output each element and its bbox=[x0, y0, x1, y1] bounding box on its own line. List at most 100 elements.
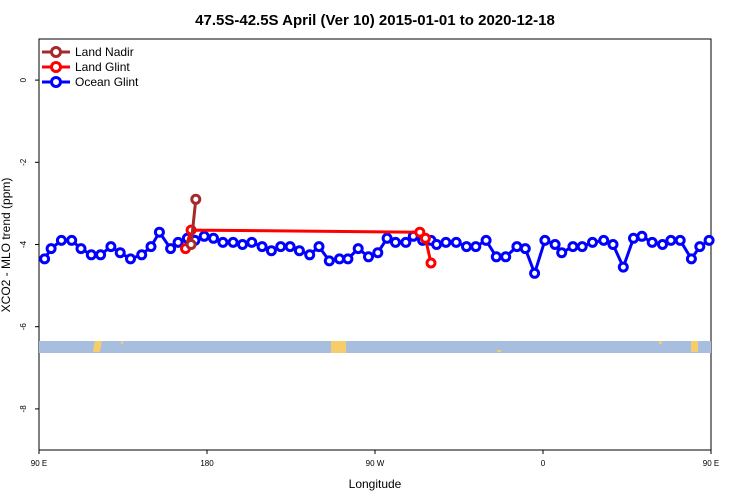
x-tick-label: 90 E bbox=[703, 459, 719, 468]
data-point-ocean-glint bbox=[363, 251, 374, 263]
legend-marker-ocean-glint bbox=[50, 76, 62, 88]
data-point-ocean-glint bbox=[500, 251, 512, 263]
data-point-ocean-glint bbox=[95, 249, 107, 261]
series-line-land-nadir bbox=[189, 199, 198, 245]
land-mark bbox=[691, 341, 698, 352]
legend: Land Nadir Land Glint Ocean Glint bbox=[42, 45, 139, 89]
data-point-ocean-glint bbox=[636, 230, 648, 242]
data-point-ocean-glint bbox=[153, 226, 165, 238]
data-point-ocean-glint bbox=[390, 236, 401, 248]
data-point-ocean-glint bbox=[198, 230, 210, 242]
data-point-ocean-glint bbox=[284, 241, 296, 253]
data-point-ocean-glint bbox=[576, 241, 588, 253]
data-point-ocean-glint bbox=[85, 249, 97, 261]
data-point-ocean-glint bbox=[136, 249, 148, 261]
data-point-ocean-glint bbox=[265, 245, 277, 257]
data-point-ocean-glint bbox=[342, 253, 354, 265]
data-point-ocean-glint bbox=[227, 236, 239, 248]
land-mark bbox=[659, 341, 662, 344]
y-tick-label: 0 bbox=[19, 77, 28, 82]
series-layer bbox=[39, 193, 715, 279]
data-point-ocean-glint bbox=[304, 249, 316, 261]
land-ocean-bar bbox=[39, 341, 711, 353]
y-axis-label: XCO2 - MLO trend (ppm) bbox=[0, 178, 13, 313]
data-point-land-glint bbox=[425, 257, 437, 269]
x-tick-label: 0 bbox=[541, 459, 546, 468]
data-point-ocean-glint bbox=[172, 236, 184, 248]
data-point-ocean-glint bbox=[105, 241, 117, 253]
data-point-ocean-glint bbox=[114, 247, 126, 259]
legend-marker-land-nadir bbox=[50, 46, 62, 58]
data-point-ocean-glint bbox=[529, 267, 541, 279]
data-point-ocean-glint bbox=[381, 232, 393, 244]
data-point-ocean-glint bbox=[539, 234, 551, 246]
data-point-ocean-glint bbox=[431, 239, 443, 250]
legend-label-ocean-glint: Ocean Glint bbox=[75, 75, 139, 89]
data-point-ocean-glint bbox=[617, 261, 629, 273]
data-point-ocean-glint bbox=[246, 236, 258, 248]
legend-label-land-nadir: Land Nadir bbox=[75, 45, 134, 59]
legend-label-land-glint: Land Glint bbox=[75, 60, 130, 74]
data-point-ocean-glint bbox=[237, 239, 248, 250]
data-point-ocean-glint bbox=[313, 241, 325, 253]
data-point-ocean-glint bbox=[66, 234, 78, 246]
data-point-ocean-glint bbox=[461, 241, 472, 253]
data-point-ocean-glint bbox=[217, 236, 229, 248]
data-point-ocean-glint bbox=[75, 243, 87, 255]
y-tick-label: -2 bbox=[19, 158, 28, 166]
data-point-ocean-glint bbox=[646, 236, 658, 248]
data-point-ocean-glint bbox=[607, 239, 619, 250]
data-point-ocean-glint bbox=[39, 253, 51, 265]
data-point-ocean-glint bbox=[323, 255, 335, 267]
axes-layer: 90 E 180 90 W 0 90 E 0 -2 -4 -6 -8 bbox=[19, 77, 719, 468]
x-tick-label: 180 bbox=[200, 459, 214, 468]
data-point-ocean-glint bbox=[208, 232, 219, 244]
data-point-ocean-glint bbox=[657, 239, 668, 250]
chart-title: 47.5S-42.5S April (Ver 10) 2015-01-01 to… bbox=[195, 12, 555, 29]
data-point-ocean-glint bbox=[165, 243, 177, 255]
land-mark bbox=[331, 341, 346, 353]
data-point-ocean-glint bbox=[511, 241, 523, 253]
data-point-ocean-glint bbox=[145, 241, 157, 253]
data-point-ocean-glint bbox=[490, 251, 502, 263]
data-point-ocean-glint bbox=[549, 239, 561, 250]
land-mark bbox=[497, 350, 501, 352]
data-point-ocean-glint bbox=[470, 241, 482, 253]
legend-marker-land-glint bbox=[50, 61, 62, 73]
data-point-ocean-glint bbox=[703, 234, 715, 246]
data-point-ocean-glint bbox=[519, 243, 531, 255]
data-point-ocean-glint bbox=[628, 232, 639, 244]
data-point-ocean-glint bbox=[685, 253, 697, 265]
data-point-ocean-glint bbox=[567, 241, 579, 253]
data-point-ocean-glint bbox=[440, 236, 452, 248]
data-point-ocean-glint bbox=[256, 241, 268, 253]
data-point-land-nadir bbox=[190, 193, 202, 205]
data-point-land-glint bbox=[419, 232, 431, 244]
data-point-ocean-glint bbox=[598, 234, 610, 246]
data-point-ocean-glint bbox=[45, 243, 57, 255]
data-point-ocean-glint bbox=[125, 253, 136, 265]
x-axis-label: Longitude bbox=[349, 477, 402, 491]
data-point-ocean-glint bbox=[334, 253, 345, 265]
land-mark bbox=[92, 341, 102, 352]
x-tick-label: 90 W bbox=[366, 459, 385, 468]
data-point-ocean-glint bbox=[352, 243, 364, 255]
data-point-ocean-glint bbox=[293, 245, 305, 257]
data-point-ocean-glint bbox=[556, 247, 568, 259]
data-point-land-nadir bbox=[185, 239, 197, 250]
land-mark bbox=[121, 341, 123, 344]
data-point-ocean-glint bbox=[665, 234, 677, 246]
x-tick-label: 90 E bbox=[31, 459, 47, 468]
data-point-ocean-glint bbox=[55, 234, 67, 246]
y-tick-label: -8 bbox=[19, 405, 28, 413]
y-tick-label: -4 bbox=[19, 240, 28, 248]
data-point-ocean-glint bbox=[587, 236, 598, 248]
data-point-ocean-glint bbox=[450, 236, 462, 248]
data-point-ocean-glint bbox=[694, 241, 706, 253]
data-point-ocean-glint bbox=[275, 241, 287, 253]
data-point-ocean-glint bbox=[674, 234, 686, 246]
data-point-ocean-glint bbox=[480, 234, 492, 246]
data-point-ocean-glint bbox=[400, 236, 412, 248]
data-point-ocean-glint bbox=[372, 247, 384, 259]
